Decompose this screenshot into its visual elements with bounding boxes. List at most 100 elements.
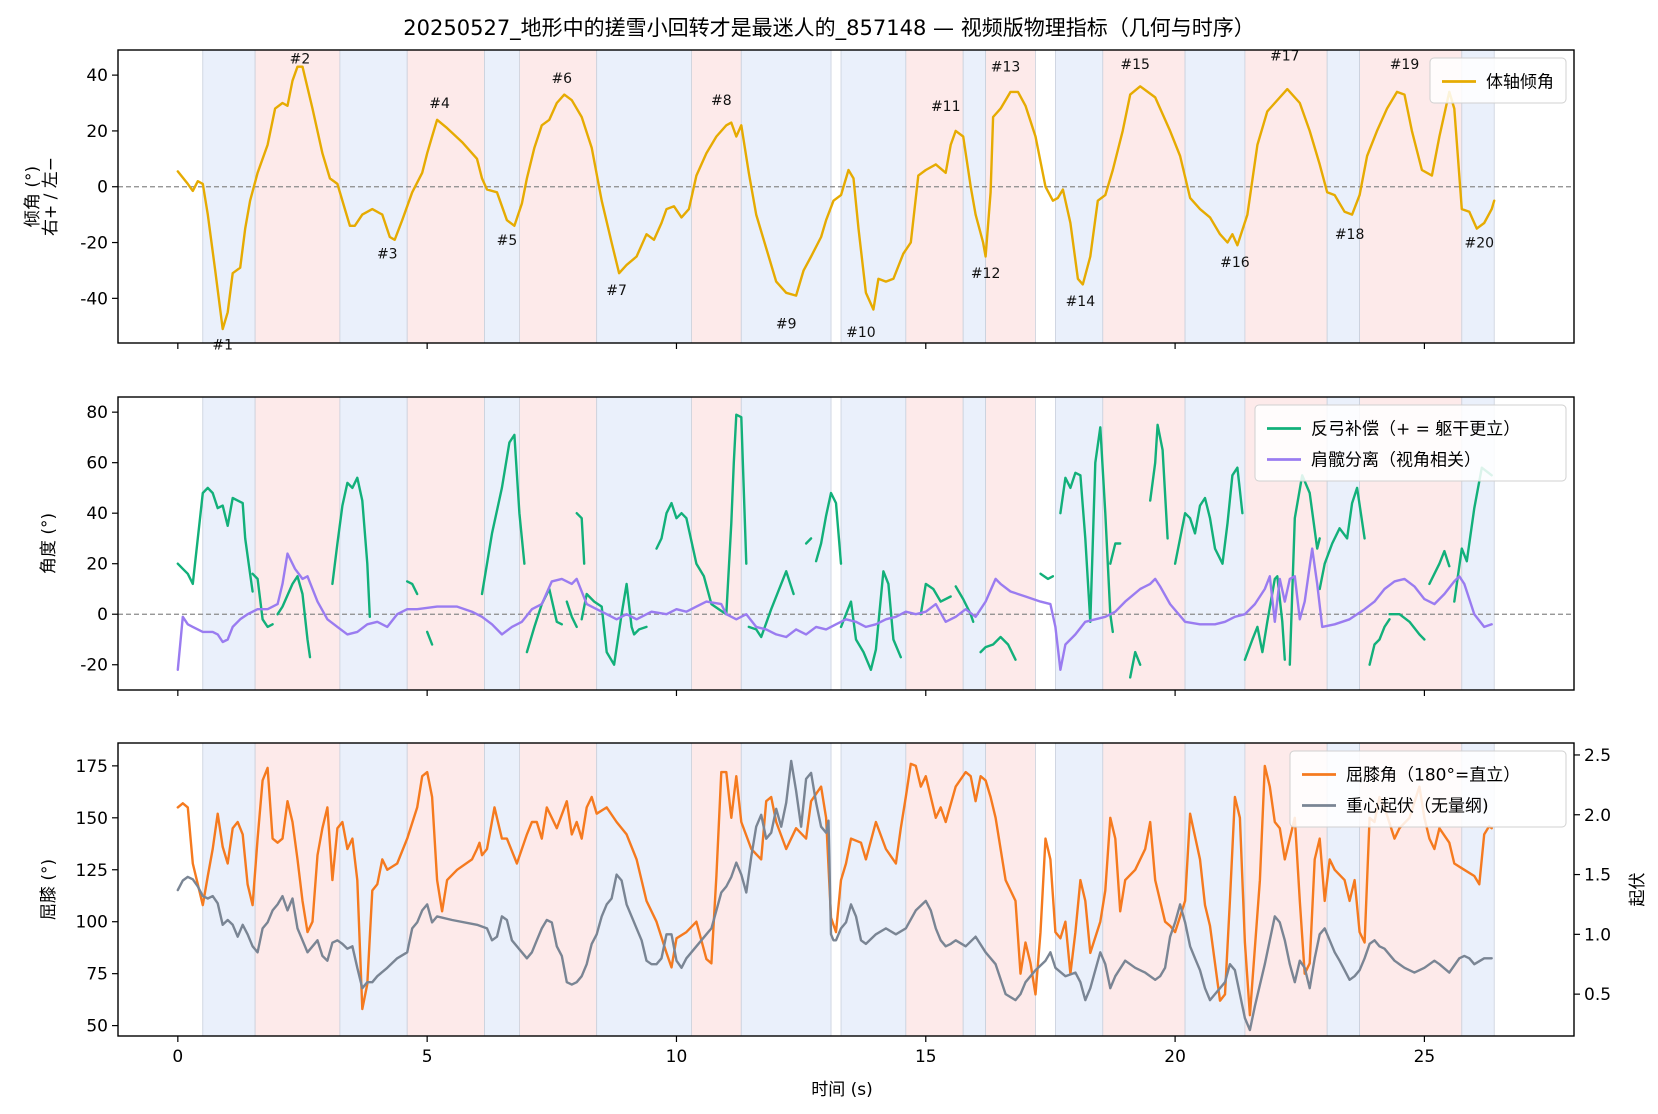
- turn-band-6: [518, 743, 598, 1036]
- turn-band-6: [518, 397, 598, 690]
- series-1-line-seg-20: [1039, 572, 1055, 581]
- series-1-line-seg-25: [1173, 466, 1244, 565]
- panel-2: 80 60 40 20 0 -20 角度 (°) 反弓补偿（+ = 躯干更立） 肩髋分离（视角相…: [39, 396, 1575, 696]
- x-tick-label: 10: [666, 1047, 688, 1067]
- turn-label-11: #11: [931, 99, 961, 115]
- series-1-line-seg-31: [1428, 549, 1451, 586]
- turn-label-9: #9: [776, 316, 797, 332]
- series-1-line-seg-1: [176, 486, 254, 593]
- legend-box: [1289, 750, 1567, 828]
- series-1-line-seg-15: [814, 491, 843, 565]
- turn-band-14: [1055, 397, 1104, 690]
- series-1-line-seg-17: [919, 582, 952, 616]
- series-1-line-seg-13: [747, 570, 795, 639]
- y-tick-label: 60: [86, 454, 108, 474]
- turn-band-5: [484, 743, 520, 1036]
- y-tick-label: 20: [86, 122, 108, 142]
- turn-band-2: [254, 397, 341, 690]
- turn-label-14: #14: [1066, 294, 1096, 310]
- x-tick-label: 25: [1414, 1047, 1436, 1067]
- turn-band-9: [740, 743, 832, 1036]
- series-1-line-seg-27: [1288, 474, 1321, 666]
- series-1-line-seg-6: [426, 630, 434, 646]
- series-1-line-seg-24: [1149, 423, 1169, 540]
- turn-band-6: [518, 50, 598, 343]
- y-tick-label: 40: [86, 504, 108, 524]
- turn-band-13: [985, 50, 1036, 343]
- y-tick-label: 40: [86, 66, 108, 86]
- legend-label: 反弓补偿（+ = 躯干更立）: [1311, 420, 1520, 440]
- series-1-line-seg-9: [565, 600, 578, 629]
- y-right-tick-label: 2.5: [1584, 746, 1611, 766]
- series-lines: [176, 65, 1496, 331]
- turn-band-17: [1244, 50, 1328, 343]
- turn-band-7: [596, 397, 692, 690]
- x-tick-label: 0: [172, 1047, 183, 1067]
- turn-band-12: [962, 50, 987, 343]
- series-1-line-seg-29: [1368, 618, 1391, 666]
- turn-band-16: [1184, 50, 1246, 343]
- series-1-line-seg-18: [954, 585, 975, 623]
- legend-box: [1254, 404, 1567, 482]
- turn-band-12: [962, 743, 987, 1036]
- turn-band-8: [691, 397, 742, 690]
- series-1-line-seg-5: [406, 580, 419, 596]
- panel-3: 175 150 125 100 75 50 2.5 2.0 1.5 1.0 0.5 0 5 10 15 20 2…: [39, 742, 1648, 1067]
- series-1-line-seg-12: [655, 413, 748, 616]
- turn-label-16: #16: [1220, 255, 1250, 271]
- turn-band-18: [1326, 50, 1360, 343]
- y-axis-label-2: 右+ / 左−: [41, 157, 61, 236]
- y-tick-label: 0: [97, 178, 108, 198]
- turn-label-2: #2: [290, 51, 311, 67]
- turn-label-5: #5: [497, 233, 518, 249]
- turn-band-9: [740, 50, 832, 343]
- turn-label-6: #6: [551, 71, 572, 87]
- y-right-axis-label: 起伏: [1628, 873, 1648, 907]
- turn-band-15: [1102, 50, 1186, 343]
- series-1-line-seg-2: [251, 572, 274, 629]
- turn-band-15: [1102, 743, 1186, 1036]
- series-1-line-seg-3: [276, 575, 312, 659]
- series-1-line-seg-30: [1388, 613, 1426, 641]
- y-right-tick-label: 1.5: [1584, 866, 1611, 886]
- legend: 反弓补偿（+ = 躯干更立） 肩髋分离（视角相关）: [1254, 404, 1567, 482]
- turn-label-8: #8: [711, 93, 732, 109]
- turn-band-16: [1184, 743, 1246, 1036]
- turn-label-7: #7: [606, 283, 627, 299]
- legend-label: 体轴倾角: [1486, 73, 1554, 93]
- y-right-tick-label: 1.0: [1584, 925, 1611, 945]
- turn-band-7: [596, 50, 692, 343]
- turn-band-5: [484, 50, 520, 343]
- y-tick-label: 150: [76, 809, 108, 829]
- y-tick-label: 125: [76, 861, 108, 881]
- y-axis-label: 屈膝 (°): [39, 859, 59, 920]
- turn-label-13: #13: [991, 60, 1021, 76]
- turn-band-11: [905, 397, 964, 690]
- chart-title: 20250527_地形中的搓雪小回转才是最迷人的_857148 — 视频版物理指…: [403, 16, 1255, 40]
- series-1-line-seg-22: [1109, 542, 1122, 565]
- turn-band-13: [985, 397, 1036, 690]
- turn-bands: [202, 50, 1495, 343]
- y-tick-label: -40: [80, 289, 108, 309]
- series-1-line-seg-26: [1243, 575, 1286, 661]
- turn-band-4: [406, 397, 485, 690]
- turn-label-4: #4: [429, 96, 450, 112]
- turn-band-3: [339, 397, 408, 690]
- series-1-line-seg-14: [804, 537, 813, 545]
- y-tick-label: 100: [76, 913, 108, 933]
- y-axis-label: 角度 (°): [39, 513, 59, 574]
- turn-band-10: [840, 50, 907, 343]
- turn-label-3: #3: [377, 247, 398, 263]
- x-tick-label: 5: [422, 1047, 433, 1067]
- series-1-line-seg-7: [480, 433, 526, 596]
- series-1-line-seg-23: [1129, 650, 1142, 679]
- turn-band-3: [339, 50, 408, 343]
- y-tick-label: 175: [76, 757, 108, 777]
- x-axis-label: 时间 (s): [811, 1080, 873, 1100]
- turn-band-2: [254, 50, 341, 343]
- y-right-tick-label: 0.5: [1584, 985, 1611, 1005]
- turn-band-1: [202, 397, 256, 690]
- series-2-line: [176, 759, 1493, 1032]
- y-tick-label: -20: [80, 234, 108, 254]
